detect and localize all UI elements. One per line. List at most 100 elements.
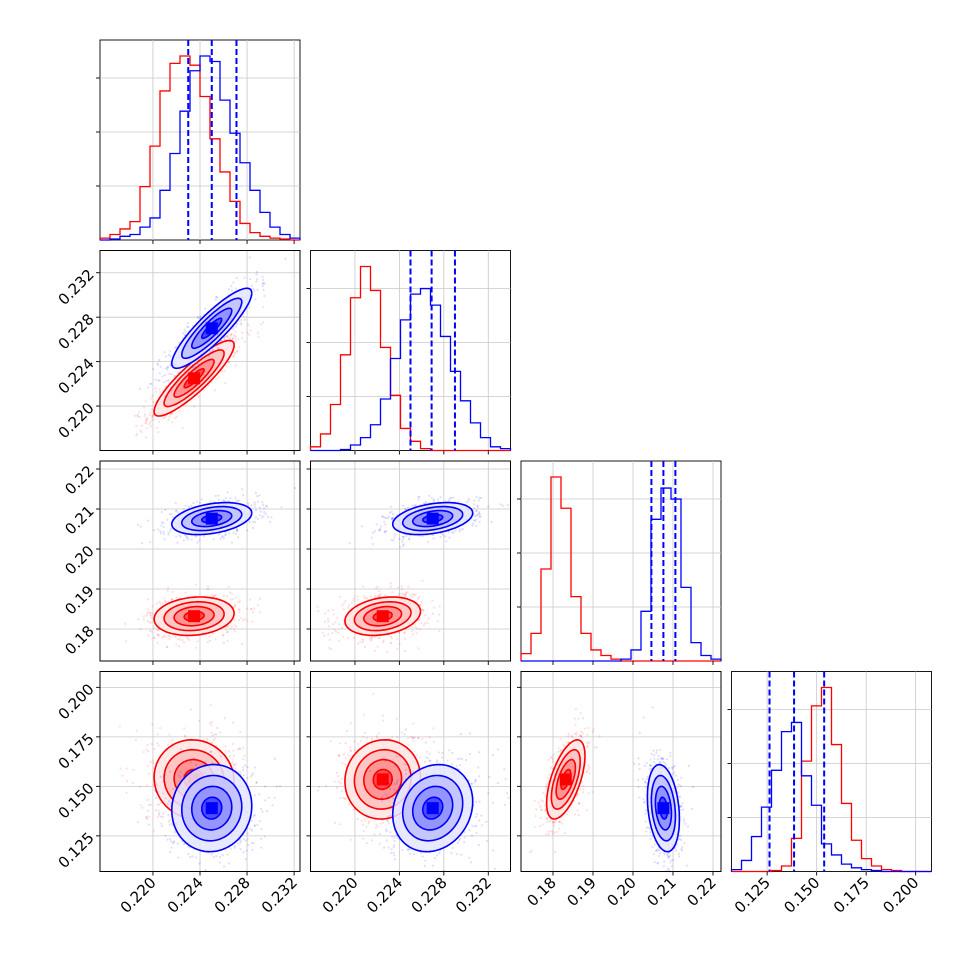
scatter-point: [192, 366, 195, 369]
scatter-point: [150, 418, 153, 422]
scatter-point: [156, 733, 159, 736]
scatter-point: [475, 518, 478, 521]
scatter-point: [264, 512, 267, 516]
scatter-point: [208, 635, 211, 638]
scatter-point: [145, 427, 148, 430]
scatter-point: [143, 415, 146, 418]
scatter-point: [175, 415, 178, 418]
scatter-point: [211, 734, 214, 737]
scatter-point: [175, 643, 178, 646]
scatter-point: [490, 520, 493, 524]
scatter-point: [159, 530, 162, 533]
scatter-point: [250, 504, 253, 507]
scatter-point: [230, 625, 233, 628]
scatter-point: [159, 532, 163, 535]
scatter-point: [167, 531, 170, 534]
scatter-point: [234, 364, 237, 367]
scatter-point: [253, 607, 256, 610]
scatter-point: [256, 288, 259, 291]
scatter-point: [230, 289, 234, 292]
scatter-point: [370, 636, 374, 639]
scatter-point: [445, 540, 448, 543]
scatter-point: [135, 729, 138, 732]
scatter-point: [241, 494, 245, 497]
scatter-point: [166, 368, 169, 371]
contour-line-1: [191, 509, 233, 528]
scatter-point: [389, 585, 392, 588]
scatter-point: [423, 622, 426, 625]
scatter-point: [170, 385, 173, 389]
scatter-point: [404, 595, 407, 598]
scatter-point: [163, 416, 166, 419]
scatter-point: [467, 499, 470, 502]
scatter-point: [238, 600, 242, 603]
scatter-point: [232, 597, 235, 601]
scatter-point: [370, 639, 373, 642]
scatter-point: [397, 586, 400, 589]
scatter-point: [384, 593, 387, 597]
scatter-point: [242, 758, 245, 761]
scatter-point: [253, 289, 256, 292]
scatter-point: [154, 390, 158, 393]
scatter-point: [342, 602, 345, 605]
scatter-point: [217, 346, 220, 350]
scatter-point: [352, 597, 355, 600]
scatter-point: [403, 649, 407, 653]
scatter-point: [131, 782, 135, 785]
scatter-point: [242, 746, 245, 749]
scatter-point: [339, 595, 342, 598]
scatter-point: [170, 512, 173, 516]
scatter-point: [152, 829, 156, 832]
scatter-point: [206, 585, 210, 588]
scatter-point: [179, 535, 182, 538]
scatter-point: [228, 337, 232, 340]
scatter-point: [184, 330, 187, 333]
scatter-point: [212, 538, 215, 541]
scatter-point: [142, 618, 146, 621]
scatter-point: [226, 639, 229, 642]
scatter-point: [146, 608, 149, 611]
scatter-point: [168, 637, 171, 640]
scatter-point: [333, 628, 336, 631]
scatter-point: [178, 534, 181, 537]
contour-line-1: [411, 509, 454, 528]
scatter-point: [224, 534, 227, 537]
scatter-point: [181, 426, 184, 429]
scatter-point: [151, 395, 154, 398]
scatter-point: [432, 537, 435, 540]
scatter-point: [242, 619, 245, 622]
scatter-point: [262, 288, 265, 291]
scatter-point: [184, 504, 187, 507]
scatter-point: [257, 335, 260, 338]
scatter-point: [419, 603, 422, 607]
scatter-point: [465, 500, 468, 504]
scatter-point: [396, 637, 399, 641]
scatter-point: [378, 636, 381, 639]
scatter-point: [253, 503, 256, 506]
scatter-point: [136, 415, 139, 418]
scatter-point: [472, 506, 475, 510]
scatter-point: [148, 541, 152, 544]
scatter-point: [226, 335, 229, 338]
scatter-point: [141, 541, 144, 545]
scatter-point: [476, 514, 479, 517]
scatter-point: [414, 593, 417, 596]
scatter-point: [232, 327, 235, 331]
scatter-point: [441, 533, 444, 536]
scatter-point: [134, 739, 137, 742]
scatter-point: [246, 331, 249, 334]
scatter-point: [261, 501, 264, 504]
scatter-point: [384, 523, 387, 526]
scatter-point: [149, 421, 152, 424]
scatter-point: [139, 525, 142, 528]
scatter-point: [458, 530, 461, 533]
scatter-point: [378, 529, 381, 532]
scatter-point: [386, 517, 389, 520]
scatter-point: [438, 630, 441, 633]
scatter-point: [246, 837, 249, 840]
scatter-point: [447, 530, 450, 533]
scatter-point: [263, 294, 266, 297]
scatter-point: [211, 349, 214, 352]
scatter-point: [377, 637, 380, 640]
scatter-point: [209, 350, 212, 353]
